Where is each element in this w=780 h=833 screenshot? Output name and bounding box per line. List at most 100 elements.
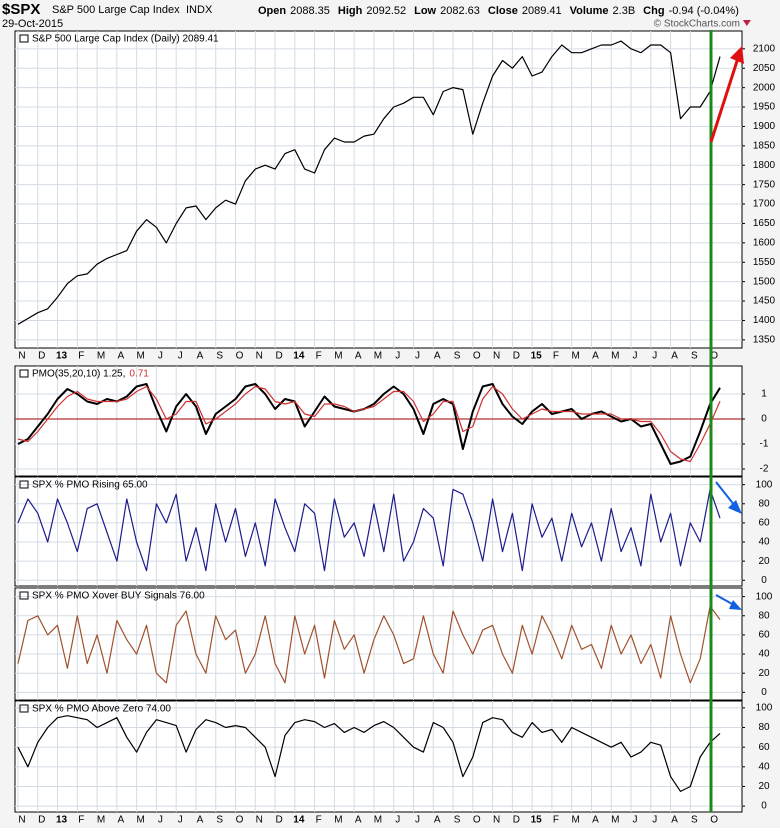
- x-tick-label: 15: [531, 351, 543, 362]
- x-tick-label: O: [710, 815, 718, 826]
- legend-icon: [19, 34, 29, 43]
- legend-label: SPX % PMO Rising 65.00: [32, 480, 148, 491]
- y-tick-label: 1650: [753, 218, 776, 229]
- x-tick-label: J: [652, 815, 657, 826]
- x-tick-label: M: [374, 815, 382, 826]
- x-tick-label: F: [316, 815, 322, 826]
- x-tick-label: J: [415, 815, 420, 826]
- y-tick-label: -1: [760, 439, 769, 450]
- legend-icon: [19, 591, 29, 600]
- y-tick-label: 1350: [753, 334, 776, 345]
- y-tick-label: 0: [761, 575, 767, 586]
- x-tick-label: S: [454, 351, 461, 362]
- x-tick-label: D: [38, 815, 45, 826]
- y-tick-label: 1450: [753, 296, 776, 307]
- x-tick-label: F: [78, 351, 84, 362]
- x-tick-label: A: [355, 351, 362, 362]
- x-tick-label: N: [256, 815, 263, 826]
- quote-label: Chg: [643, 5, 664, 17]
- x-tick-label: A: [355, 815, 362, 826]
- y-tick-label: 100: [756, 703, 773, 714]
- x-tick-label: O: [710, 351, 718, 362]
- symbol: $SPX: [2, 1, 40, 18]
- panels: 1350140014501500155016001650170017501800…: [14, 30, 776, 826]
- x-tick-label: 13: [56, 815, 68, 826]
- legend-label: S&P 500 Large Cap Index (Daily) 2089.41: [32, 34, 219, 45]
- credit: © StockCharts.com: [654, 19, 740, 30]
- x-tick-label: N: [493, 351, 500, 362]
- panel: [14, 30, 743, 349]
- x-tick-label: N: [18, 351, 25, 362]
- x-tick-label: J: [158, 815, 163, 826]
- x-tick-label: A: [671, 815, 678, 826]
- x-tick-label: J: [395, 351, 400, 362]
- y-tick-label: 40: [758, 537, 770, 548]
- quote-value: 2.3B: [613, 5, 636, 17]
- x-tick-label: M: [611, 351, 619, 362]
- trend-arrow: [709, 57, 740, 143]
- x-tick-label: N: [256, 351, 263, 362]
- x-tick-label: S: [454, 815, 461, 826]
- x-tick-label: O: [236, 351, 244, 362]
- quote-label: Close: [488, 5, 518, 17]
- quote-label: Open: [258, 5, 286, 17]
- x-tick-label: O: [473, 351, 481, 362]
- y-tick-label: 20: [758, 668, 770, 679]
- series-line: [17, 40, 721, 325]
- y-tick-label: 2050: [753, 63, 776, 74]
- x-tick-label: F: [316, 351, 322, 362]
- y-tick-label: 1500: [753, 276, 776, 287]
- quote-value: 2092.52: [366, 5, 406, 17]
- trend-arrow: [715, 594, 735, 606]
- x-tick-label: M: [136, 351, 144, 362]
- quote-label: High: [338, 5, 363, 17]
- quote: Open 2088.35 High 2092.52 Low 2082.63 Close 208…: [258, 5, 751, 26]
- x-tick-label: J: [633, 351, 638, 362]
- x-tick-label: M: [611, 815, 619, 826]
- legend-label: SPX % PMO Above Zero 74.00: [32, 704, 171, 715]
- x-tick-label: A: [671, 351, 678, 362]
- legend-icon: [19, 369, 29, 378]
- y-tick-label: 40: [758, 649, 770, 660]
- x-tick-label: J: [652, 351, 657, 362]
- y-tick-label: 20: [758, 781, 770, 792]
- y-tick-label: 1750: [753, 179, 776, 190]
- x-tick-label: M: [136, 815, 144, 826]
- x-tick-label: A: [592, 815, 599, 826]
- y-tick-label: 1950: [753, 102, 776, 113]
- panel: [14, 476, 743, 587]
- series-line: [17, 488, 721, 572]
- x-tick-label: D: [275, 351, 282, 362]
- down-marker: [742, 20, 751, 26]
- y-tick-label: 40: [758, 761, 770, 772]
- y-tick-label: 1400: [753, 315, 776, 326]
- x-tick-label: A: [592, 351, 599, 362]
- x-tick-label: M: [97, 815, 105, 826]
- trend-arrow: [715, 481, 736, 507]
- x-tick-label: 14: [293, 815, 305, 826]
- x-tick-label: J: [395, 815, 400, 826]
- x-tick-label: S: [216, 815, 223, 826]
- x-tick-label: F: [553, 815, 559, 826]
- arrow-head: [729, 600, 742, 610]
- y-tick-label: 1700: [753, 199, 776, 210]
- quote-value: -0.94 (-0.04%): [669, 5, 739, 17]
- x-tick-label: J: [633, 815, 638, 826]
- arrow-head: [730, 46, 744, 64]
- panel: [14, 587, 743, 701]
- x-tick-label: N: [493, 815, 500, 826]
- x-tick-label: M: [334, 815, 342, 826]
- y-tick-label: 1550: [753, 257, 776, 268]
- x-tick-label: A: [434, 351, 441, 362]
- x-tick-label: M: [374, 351, 382, 362]
- series-line: [17, 383, 721, 465]
- quote-label: Volume: [570, 5, 609, 17]
- y-tick-label: 20: [758, 556, 770, 567]
- legend-label: SPX % PMO Xover BUY Signals 76.00: [32, 591, 205, 602]
- x-tick-label: J: [178, 815, 183, 826]
- legend-icon: [19, 704, 29, 713]
- quote-label: Low: [414, 5, 436, 17]
- x-tick-label: S: [216, 351, 223, 362]
- y-tick-label: 1900: [753, 121, 776, 132]
